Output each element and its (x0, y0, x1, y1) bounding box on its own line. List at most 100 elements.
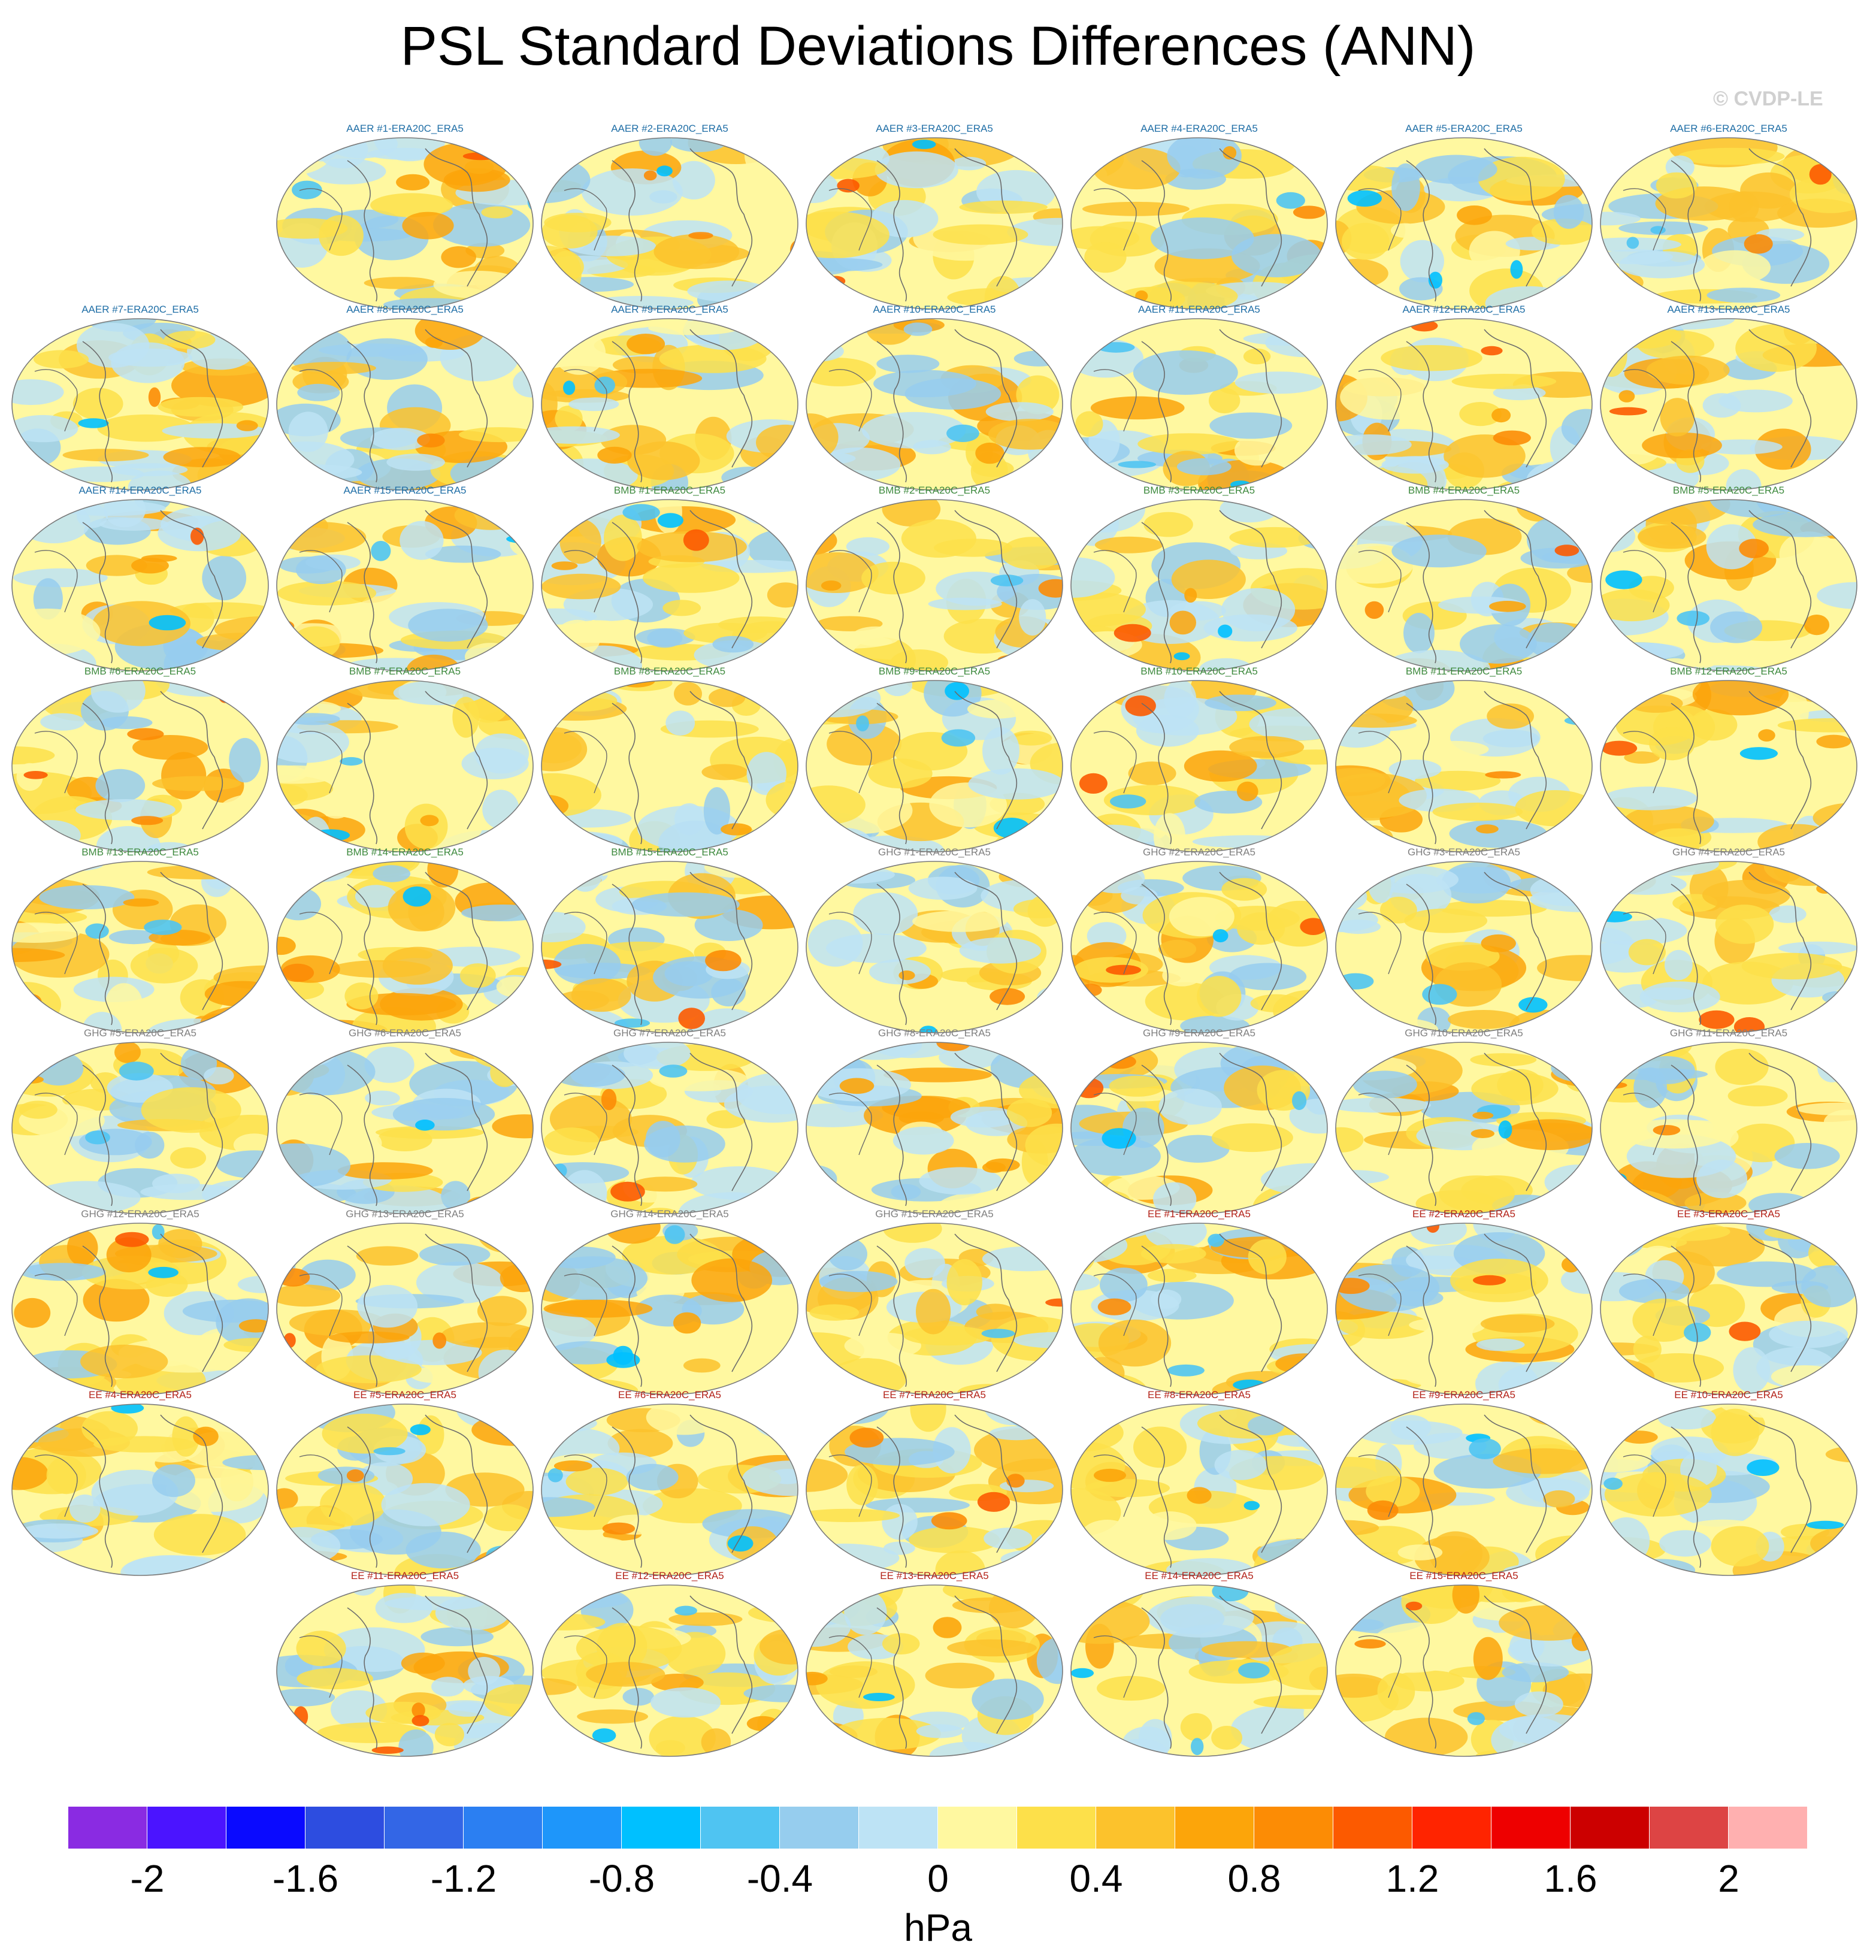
map-svg (541, 1584, 798, 1757)
map-panel: BMB #9-ERA20C_ERA5 (805, 665, 1064, 863)
panel-label: BMB #1-ERA20C_ERA5 (613, 485, 726, 496)
map-svg (1070, 861, 1328, 1033)
map-svg (806, 861, 1063, 1033)
map-panel: GHG #1-ERA20C_ERA5 (805, 846, 1064, 1043)
map-panel: BMB #14-ERA20C_ERA5 (276, 846, 534, 1043)
map-panel: AAER #15-ERA20C_ERA5 (276, 484, 534, 682)
map-panel: EE #9-ERA20C_ERA5 (1335, 1389, 1593, 1586)
colorbar-box (938, 1807, 1017, 1849)
panel-label: GHG #4-ERA20C_ERA5 (1672, 846, 1786, 858)
panel-label: GHG #10-ERA20C_ERA5 (1405, 1027, 1523, 1039)
map-svg (1335, 137, 1593, 310)
panel-label: BMB #7-ERA20C_ERA5 (349, 666, 461, 677)
map-svg (541, 318, 798, 491)
map-svg (276, 499, 534, 672)
panel-label: GHG #15-ERA20C_ERA5 (875, 1208, 994, 1220)
colorbar-tick-label: -2 (130, 1857, 165, 1900)
colorbar-box (385, 1807, 464, 1849)
map-panel: EE #7-ERA20C_ERA5 (805, 1389, 1064, 1586)
panel-label: AAER #15-ERA20C_ERA5 (343, 485, 467, 496)
map-svg (11, 680, 269, 852)
panel-label: AAER #10-ERA20C_ERA5 (873, 304, 996, 315)
panel-label: EE #7-ERA20C_ERA5 (883, 1389, 986, 1401)
map-svg (806, 1223, 1063, 1395)
map-svg (276, 861, 534, 1033)
map-panel: GHG #7-ERA20C_ERA5 (540, 1027, 799, 1224)
map-svg (1070, 680, 1328, 852)
map-svg (1600, 861, 1857, 1033)
map-panel: GHG #13-ERA20C_ERA5 (276, 1208, 534, 1405)
colorbar-box (780, 1807, 859, 1849)
map-panel: BMB #2-ERA20C_ERA5 (805, 484, 1064, 682)
map-svg (1070, 318, 1328, 491)
panel-label: BMB #15-ERA20C_ERA5 (611, 846, 728, 858)
map-panel: EE #5-ERA20C_ERA5 (276, 1389, 534, 1586)
panel-label: AAER #11-ERA20C_ERA5 (1138, 304, 1260, 315)
map-panel: BMB #8-ERA20C_ERA5 (540, 665, 799, 863)
panel-label: GHG #11-ERA20C_ERA5 (1669, 1027, 1788, 1039)
map-panel: GHG #2-ERA20C_ERA5 (1070, 846, 1329, 1043)
map-svg (1600, 1223, 1857, 1395)
map-svg (11, 861, 269, 1033)
map-svg (541, 1042, 798, 1214)
credit-watermark: © CVDP-LE (1713, 87, 1823, 110)
map-panel: EE #4-ERA20C_ERA5 (11, 1389, 270, 1586)
map-panel: EE #2-ERA20C_ERA5 (1335, 1208, 1593, 1405)
map-panel: AAER #5-ERA20C_ERA5 (1335, 122, 1593, 320)
map-panel: EE #12-ERA20C_ERA5 (540, 1569, 799, 1767)
panel-label: EE #10-ERA20C_ERA5 (1674, 1389, 1783, 1401)
map-svg (1070, 1584, 1328, 1757)
colorbar-tick-label: 1.6 (1544, 1857, 1597, 1900)
panel-label: EE #13-ERA20C_ERA5 (880, 1570, 989, 1581)
map-panel: EE #8-ERA20C_ERA5 (1070, 1389, 1329, 1586)
map-panel: AAER #2-ERA20C_ERA5 (540, 122, 799, 320)
panel-label: GHG #14-ERA20C_ERA5 (610, 1208, 729, 1220)
map-svg (806, 499, 1063, 672)
panel-label: GHG #3-ERA20C_ERA5 (1407, 846, 1521, 858)
colorbar-tick-label: -1.6 (272, 1857, 339, 1900)
panel-label: BMB #5-ERA20C_ERA5 (1672, 485, 1785, 496)
map-panel: GHG #6-ERA20C_ERA5 (276, 1027, 534, 1224)
panel-label: EE #12-ERA20C_ERA5 (615, 1570, 724, 1581)
map-panel: AAER #9-ERA20C_ERA5 (540, 303, 799, 501)
panel-label: AAER #1-ERA20C_ERA5 (346, 123, 464, 134)
panel-label: GHG #1-ERA20C_ERA5 (878, 846, 991, 858)
map-svg (1070, 137, 1328, 310)
panel-label: GHG #7-ERA20C_ERA5 (613, 1027, 727, 1039)
panel-label: EE #11-ERA20C_ERA5 (350, 1570, 459, 1581)
colorbar-box (1571, 1807, 1650, 1849)
colorbar-box (147, 1807, 226, 1849)
panel-label: EE #1-ERA20C_ERA5 (1148, 1208, 1251, 1220)
colorbar-box (1017, 1807, 1096, 1849)
map-svg (1600, 137, 1857, 310)
map-panel: EE #3-ERA20C_ERA5 (1599, 1208, 1858, 1405)
map-panel: EE #14-ERA20C_ERA5 (1070, 1569, 1329, 1767)
panel-label: BMB #13-ERA20C_ERA5 (81, 846, 199, 858)
map-panel: GHG #8-ERA20C_ERA5 (805, 1027, 1064, 1224)
map-svg (276, 680, 534, 852)
colorbar-box (1175, 1807, 1254, 1849)
colorbar-tick-label: -1.2 (430, 1857, 497, 1900)
panel-label: EE #14-ERA20C_ERA5 (1145, 1570, 1254, 1581)
panel-label: AAER #2-ERA20C_ERA5 (611, 123, 728, 134)
colorbar-box (226, 1807, 305, 1849)
map-panel: BMB #7-ERA20C_ERA5 (276, 665, 534, 863)
map-panel: GHG #4-ERA20C_ERA5 (1599, 846, 1858, 1043)
map-svg (11, 1223, 269, 1395)
panel-label: GHG #5-ERA20C_ERA5 (83, 1027, 197, 1039)
panel-label: BMB #12-ERA20C_ERA5 (1670, 666, 1787, 677)
panel-label: EE #5-ERA20C_ERA5 (353, 1389, 456, 1401)
panel-label: AAER #4-ERA20C_ERA5 (1140, 123, 1258, 134)
colorbar-box (1333, 1807, 1412, 1849)
map-panel: AAER #14-ERA20C_ERA5 (11, 484, 270, 682)
panel-label: BMB #3-ERA20C_ERA5 (1143, 485, 1255, 496)
colorbar-box (1096, 1807, 1175, 1849)
panel-label: EE #8-ERA20C_ERA5 (1148, 1389, 1251, 1401)
map-svg (806, 1584, 1063, 1757)
panel-label: GHG #8-ERA20C_ERA5 (878, 1027, 991, 1039)
map-svg (806, 1404, 1063, 1576)
map-svg (1335, 499, 1593, 672)
map-svg (1600, 1042, 1857, 1214)
map-svg (1070, 1042, 1328, 1214)
colorbar-tick-label: 0.4 (1069, 1857, 1123, 1900)
